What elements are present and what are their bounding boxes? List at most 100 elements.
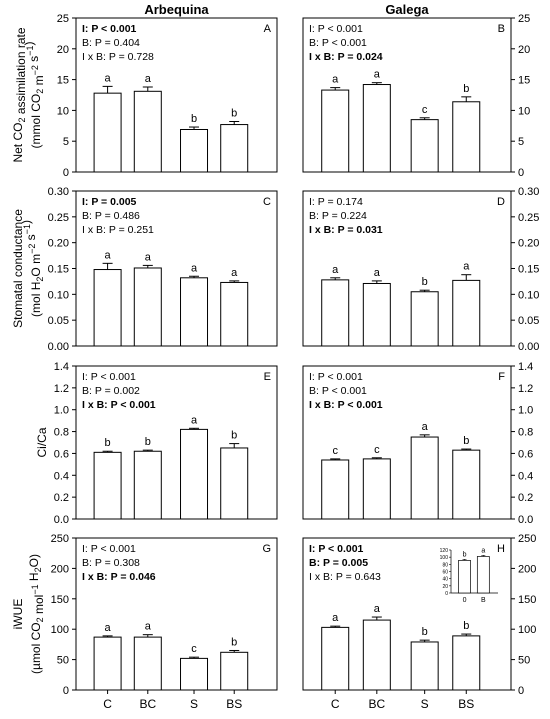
significance-letter-D-C: a [332,264,339,276]
bar-H-S [410,641,439,691]
row-label-2-line-2: (mol H2O m−2 s−1) [19,220,45,317]
stat-line-H-1: I: P < 0.001 [309,543,364,555]
panel-letter-G: G [262,543,271,555]
row-label-1-line-2: (mmol CO2 m−2 s−1) [22,42,46,149]
stat-line-E-1: I: P < 0.001 [82,371,136,383]
y-tick-label-B: 15 [518,75,530,87]
significance-letter-C-BC: a [145,251,152,263]
y-tick-label-B: 20 [518,44,530,56]
significance-letter-F-BC: c [374,444,380,456]
bar-A-S [180,128,209,173]
x-tick-label-G-C: C [103,697,112,711]
bar-F-BS [452,449,481,520]
y-tick-label-F: 1.0 [518,405,533,417]
bar-F-C [321,459,350,520]
y-tick-label-A: 15 [57,75,69,87]
y-tick-label-D: 0.25 [518,212,539,224]
panel-letter-D: D [497,196,505,208]
bar-D-BS [452,279,481,347]
bar-F-BC [362,458,391,520]
bar-E-S [180,428,209,520]
significance-letter-G-BS: b [231,636,237,648]
stat-line-D-1: I: P = 0.174 [309,196,363,208]
y-tick-label-F: 0.8 [518,427,533,439]
panel-G: 0 50 100 150 200 250 G I: P < 0.001 B: P = 0.308… [51,533,278,711]
significance-letter-E-C: b [105,437,111,449]
inset-x-tick-label-0: 0 [463,597,467,604]
row-label-4-line-2: (µmol CO2 mol−1 H2O) [27,554,46,674]
y-tick-label-A: 25 [57,13,69,25]
x-tick-label-H-BC: BC [368,697,385,711]
panel-E: 0.0 0.2 0.4 0.6 0.8 1.0 1.2 1.4 E I: P < 0.001 B: … [54,361,278,526]
y-tick-label-F: 0.4 [518,470,533,482]
inset-x-tick-label-B: B [481,597,486,604]
significance-letter-F-BS: b [463,435,469,447]
bar-C-C [93,269,122,347]
row-label-2-line-1: Stomatal conductance [11,209,25,328]
bar-A-BS [220,124,249,173]
bar-G-BS [220,651,249,691]
bar-C-BS [220,281,249,347]
bar-H-C [321,626,350,691]
stat-line-F-2: B: P < 0.001 [309,385,367,397]
significance-letter-D-BS: a [463,261,470,273]
y-tick-label-A: 5 [63,136,69,148]
significance-letter-F-C: c [332,445,338,457]
x-tick-label-H-S: S [421,697,429,711]
significance-letter-A-BC: a [145,73,152,85]
significance-letter-D-S: b [422,276,428,288]
stat-line-G-2: B: P = 0.308 [82,557,140,569]
y-tick-label-C: 0.05 [48,315,69,327]
bar-H-BC [362,619,391,691]
bar-G-C [93,636,122,691]
panel-frame-G [75,537,278,691]
stat-line-A-1: I: P < 0.001 [82,23,137,35]
stat-line-B-2: B: P < 0.001 [309,37,367,49]
stat-line-C-2: B: P = 0.486 [82,210,140,222]
bar-F-S [410,436,439,520]
stat-line-C-3: I x B: P = 0.251 [82,224,154,236]
y-tick-label-A: 20 [57,44,69,56]
stat-line-F-1: I: P < 0.001 [309,371,363,383]
stat-line-B-1: I: P < 0.001 [309,23,363,35]
inset-y-tick-label: 0 [445,591,448,597]
significance-letter-A-C: a [105,72,112,84]
panel-C: 0.00 0.05 0.10 0.15 0.20 0.25 0.30 C I: P = 0.00… [48,186,278,353]
y-tick-label-D: 0.05 [518,315,539,327]
y-tick-label-G: 100 [51,624,69,636]
stat-line-A-3: I x B: P = 0.728 [82,51,154,63]
panel-frame-E [75,365,278,520]
y-tick-label-F: 0.2 [518,492,533,504]
inset-y-tick-label: 20 [442,584,448,590]
y-tick-label-E: 0.2 [54,492,69,504]
y-tick-label-B: 5 [518,136,524,148]
bar-D-BC [362,282,391,347]
bar-B-BS [452,101,481,173]
significance-letter-G-S: c [191,643,197,655]
bar-E-C [93,451,122,520]
column-header-arbequina: Arbequina [144,2,209,17]
panel-frame-F [302,365,512,520]
significance-letter-A-S: b [191,113,197,125]
bar-B-S [410,119,439,173]
y-tick-label-D: 0.20 [518,238,539,250]
stat-line-B-3: I x B: P = 0.024 [309,51,383,63]
bar-E-BC [133,450,162,520]
y-tick-label-G: 50 [57,655,69,667]
stat-line-H-2: B: P = 0.005 [309,557,368,569]
y-tick-label-F: 1.2 [518,383,533,395]
significance-letter-B-S: c [422,104,428,116]
inset-bar-0 [458,560,471,594]
y-tick-label-H: 200 [518,563,536,575]
significance-letter-D-BC: a [374,267,381,279]
y-tick-label-D: 0.30 [518,186,539,198]
stat-line-D-3: I x B: P = 0.031 [309,224,383,236]
stat-line-G-1: I: P < 0.001 [82,543,136,555]
y-tick-label-F: 1.4 [518,361,533,373]
y-tick-label-E: 1.0 [54,405,69,417]
bar-D-C [321,279,350,347]
